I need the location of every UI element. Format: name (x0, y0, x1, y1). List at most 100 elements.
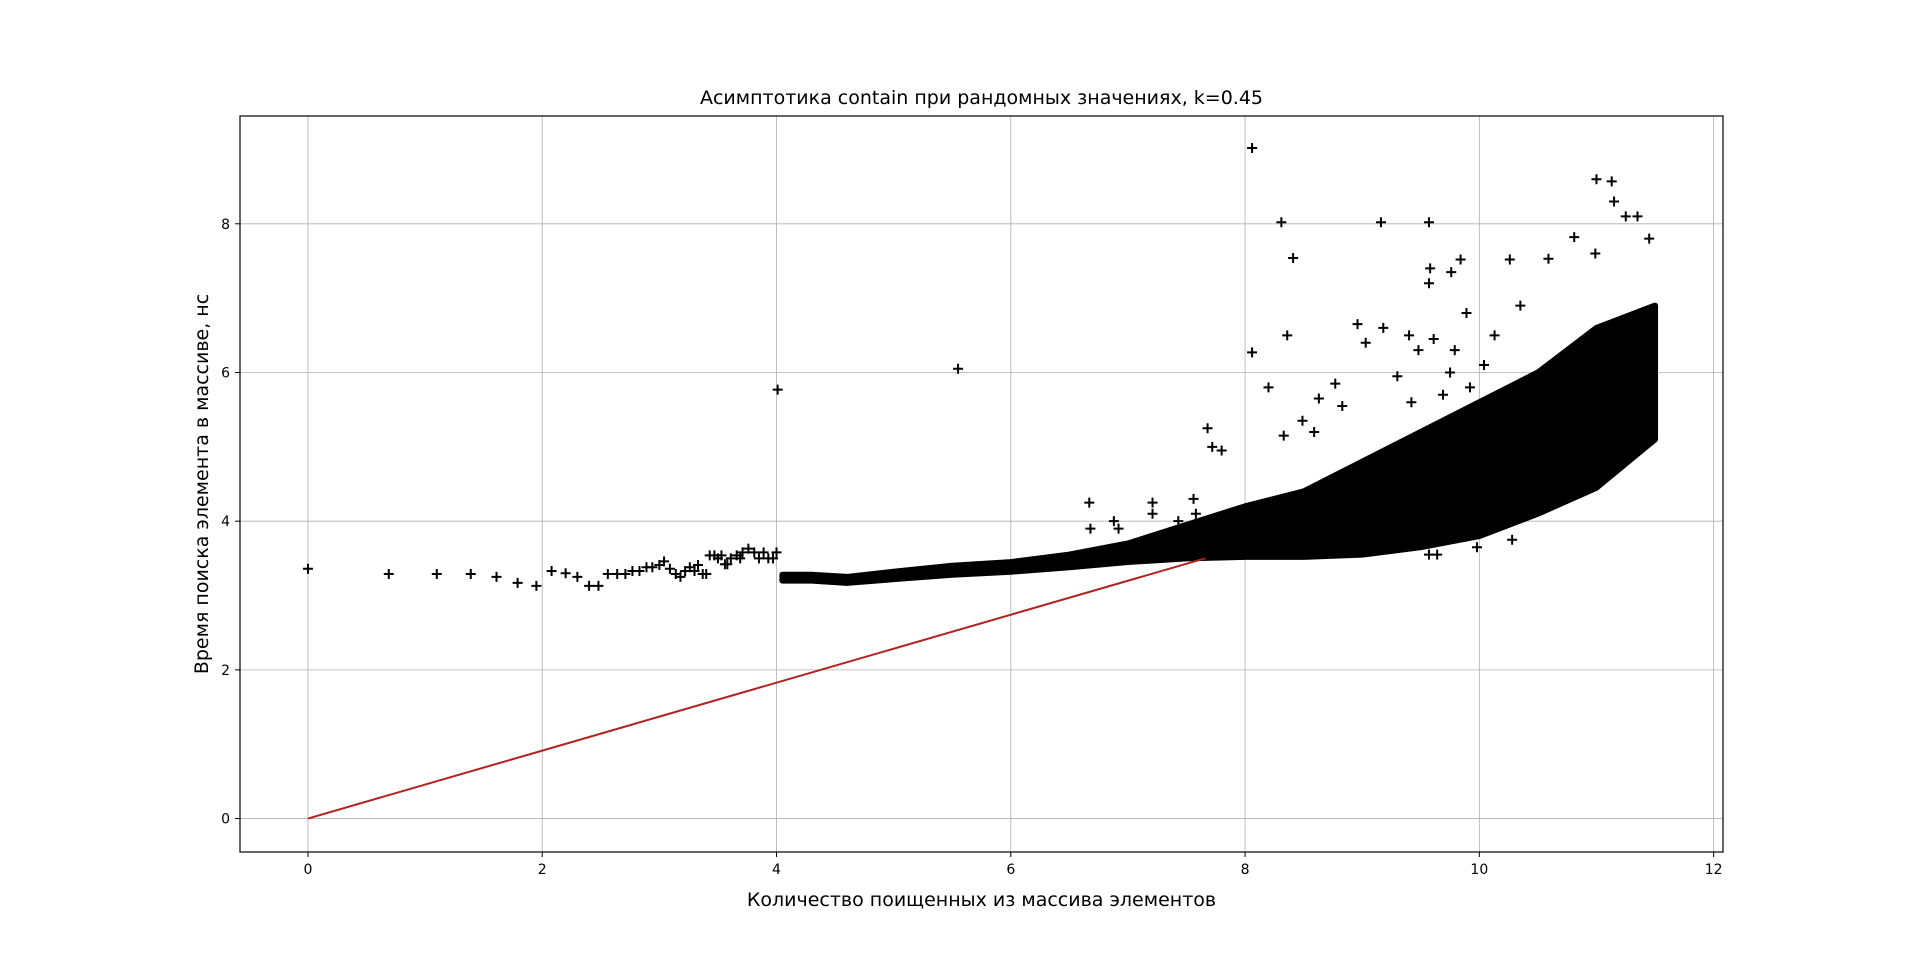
x-tick-label: 10 (1470, 862, 1488, 878)
data-point (647, 562, 658, 573)
y-tick-label: 8 (221, 217, 230, 233)
data-point (1188, 493, 1199, 504)
data-point (1330, 378, 1341, 389)
data-point (1438, 389, 1449, 400)
data-point (383, 568, 394, 579)
data-point (1644, 233, 1655, 244)
data-point (1500, 397, 1511, 408)
axes-frame (239, 115, 1724, 853)
data-point (689, 565, 700, 576)
data-point (693, 560, 704, 571)
y-tick-label: 2 (221, 663, 230, 679)
data-point (767, 553, 778, 564)
data-point (634, 565, 645, 576)
data-point (1247, 347, 1258, 358)
data-point (1202, 423, 1213, 434)
data-point (1247, 142, 1258, 153)
y-axis-label: Время поиска элемента в массиве, нс (191, 294, 213, 674)
data-point (560, 568, 571, 579)
data-point (1445, 367, 1456, 378)
data-point (743, 543, 754, 554)
data-point (1569, 232, 1580, 243)
y-tick-label: 6 (221, 365, 230, 381)
data-point (737, 547, 748, 558)
data-point (1173, 516, 1184, 527)
data-point (1606, 176, 1617, 187)
data-point (620, 568, 631, 579)
data-point (491, 571, 502, 582)
data-point (1337, 400, 1348, 411)
data-point (1360, 337, 1371, 348)
data-point (1406, 397, 1417, 408)
data-point (758, 547, 769, 558)
data-point (659, 556, 670, 567)
data-point (1147, 508, 1158, 519)
data-point (772, 384, 783, 395)
data-point (1590, 248, 1601, 259)
data-point (1423, 217, 1434, 228)
data-point (1425, 263, 1436, 274)
data-point (1489, 330, 1500, 341)
data-point (1278, 430, 1289, 441)
data-point (1378, 322, 1389, 333)
data-point (1084, 497, 1095, 508)
plot-area (302, 142, 1659, 820)
data-point (953, 363, 964, 374)
data-point (722, 559, 733, 570)
data-point (302, 563, 313, 574)
y-tick-label: 4 (221, 514, 230, 530)
data-point (1543, 253, 1554, 264)
data-point (602, 568, 613, 579)
data-point (1461, 308, 1472, 319)
x-tick-label: 2 (538, 862, 547, 878)
data-point (465, 568, 476, 579)
data-point (1190, 508, 1201, 519)
axis-ticks: 0 2 4 6 8 10 12 0 2 4 6 8 (221, 217, 1722, 878)
data-point (1313, 393, 1324, 404)
data-point (1449, 345, 1460, 356)
data-point (1288, 252, 1299, 263)
data-point (1147, 497, 1158, 508)
data-point (531, 580, 542, 591)
dense-point-cloud (779, 302, 1659, 586)
data-point (584, 580, 595, 591)
asymptote-line (307, 557, 1206, 820)
data-point (1464, 382, 1475, 393)
y-tick-label: 0 (221, 812, 230, 828)
data-point (546, 565, 557, 576)
data-point (512, 577, 523, 588)
data-point (771, 547, 782, 558)
data-point (1428, 334, 1439, 345)
x-tick-label: 6 (1006, 862, 1015, 878)
data-point (1207, 441, 1218, 452)
data-point (431, 568, 442, 579)
data-point (1108, 516, 1119, 527)
data-point (1455, 254, 1466, 265)
data-point (1282, 330, 1293, 341)
data-point (725, 553, 736, 564)
data-point (701, 568, 712, 579)
x-axis-label: Количество поищенных из массива элементо… (747, 889, 1216, 911)
x-tick-label: 4 (772, 862, 781, 878)
data-point (1446, 267, 1457, 278)
data-point (1423, 278, 1434, 289)
data-point (1113, 523, 1124, 534)
data-point (664, 563, 675, 574)
data-point (1507, 534, 1518, 545)
data-point (1432, 549, 1443, 560)
data-point (716, 550, 727, 561)
data-point (1085, 523, 1096, 534)
data-point (675, 571, 686, 582)
data-point (1515, 300, 1526, 311)
data-point (735, 553, 746, 564)
data-point (1263, 382, 1274, 393)
x-tick-label: 0 (303, 862, 312, 878)
data-point (1479, 360, 1490, 371)
data-point (1352, 319, 1363, 330)
data-point (1297, 415, 1308, 426)
data-point (1413, 345, 1424, 356)
data-point (1591, 174, 1602, 185)
